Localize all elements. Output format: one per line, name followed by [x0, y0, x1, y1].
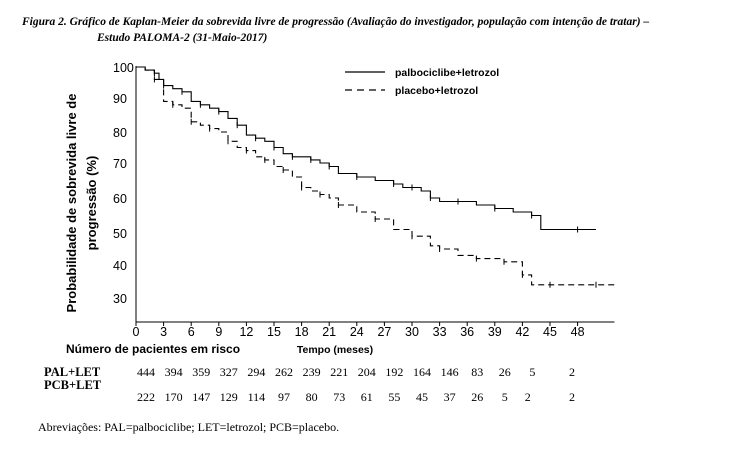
y-tick-label: 70 [113, 157, 127, 171]
x-tick-label: 45 [543, 325, 557, 339]
x-tick-label: 15 [267, 325, 281, 339]
y-axis-title-line-1: Probabilidade de sobrevida livre de [64, 94, 79, 313]
risk-value: 192 [385, 365, 404, 379]
risk-value: 221 [330, 365, 349, 379]
risk-value: 262 [275, 365, 293, 379]
caption-line-1: Figura 2. Gráfico de Kaplan-Meier da sob… [22, 16, 650, 28]
risk-value: 239 [302, 365, 321, 379]
risk-value: 164 [413, 365, 431, 379]
risk-value: 2 [569, 365, 575, 379]
risk-value: 26 [498, 365, 511, 379]
x-tick-label: 39 [488, 325, 502, 339]
x-tick-label: 27 [377, 325, 391, 339]
risk-value: 26 [471, 390, 484, 404]
risk-row-label-pcb: PCB+LET [44, 378, 102, 392]
y-tick-label: 30 [113, 292, 127, 306]
legend-label-1: placebo+letrozol [395, 85, 478, 97]
risk-value: 204 [357, 365, 376, 379]
risk-table-title: Número de pacientes em risco [66, 342, 241, 356]
x-tick-label: 33 [433, 325, 447, 339]
series-line-0 [136, 66, 596, 231]
y-tick-label: 100 [113, 61, 134, 75]
risk-value: 222 [137, 390, 155, 404]
risk-value: 5 [501, 390, 508, 404]
y-axis-title-line-2: progressão (%) [84, 156, 99, 251]
x-tick-label: 30 [405, 325, 419, 339]
risk-value: 147 [192, 390, 211, 404]
risk-row-label-pal: PAL+LET [44, 365, 101, 379]
risk-value: 37 [443, 390, 456, 404]
caption-line-2: Estudo PALOMA-2 (31-Maio-2017) [97, 32, 268, 44]
risk-value: 5 [529, 365, 536, 379]
legend-label-0: palbociclibe+letrozol [395, 67, 499, 79]
x-tick-label: 12 [239, 325, 253, 339]
risk-value: 73 [333, 390, 346, 404]
y-tick-label: 60 [113, 192, 127, 206]
x-tick-label: 36 [460, 325, 474, 339]
footnote: Abreviações: PAL=palbociclibe; LET=letro… [38, 420, 340, 434]
x-tick-label: 48 [571, 325, 585, 339]
risk-value: 170 [164, 390, 183, 404]
series-line-1 [136, 66, 615, 286]
risk-value: 83 [471, 365, 484, 379]
risk-value: 61 [360, 390, 373, 404]
x-tick-label: 9 [215, 325, 222, 339]
x-axis-title: Tempo (meses) [297, 344, 373, 356]
risk-value: 294 [247, 365, 266, 379]
risk-value: 2 [569, 390, 575, 404]
risk-value: 394 [164, 365, 183, 379]
figure-caption: Figura 2. Gráfico de Kaplan-Meier da sob… [22, 14, 732, 46]
x-tick-label: 6 [188, 325, 195, 339]
risk-value: 55 [388, 390, 401, 404]
risk-value: 97 [278, 390, 290, 404]
y-tick-label: 80 [113, 126, 127, 140]
y-tick-label: 50 [113, 227, 127, 241]
x-tick-label: 24 [350, 325, 364, 339]
y-tick-label: 40 [113, 259, 127, 273]
risk-value: 129 [219, 390, 238, 404]
risk-value: 327 [219, 365, 238, 379]
x-tick-label: 18 [295, 325, 309, 339]
y-tick-label: 90 [113, 92, 127, 106]
x-tick-label: 3 [160, 325, 167, 339]
risk-value: 444 [137, 365, 155, 379]
risk-value: 359 [192, 365, 211, 379]
x-tick-label: 21 [322, 325, 336, 339]
risk-value: 80 [305, 390, 318, 404]
x-tick-label: 42 [515, 325, 529, 339]
risk-value: 2 [524, 390, 531, 404]
risk-value: 45 [416, 390, 428, 404]
x-tick-label: 0 [133, 325, 140, 339]
risk-value: 114 [247, 390, 266, 404]
risk-value: 146 [440, 365, 459, 379]
